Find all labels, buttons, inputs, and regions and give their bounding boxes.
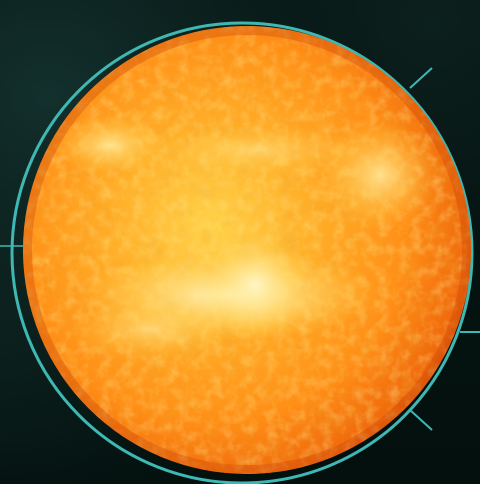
orbit-ring — [10, 21, 474, 484]
bright-band-upper — [150, 125, 370, 175]
ring-tick-bottom-right — [409, 409, 433, 431]
bright-core — [200, 230, 310, 340]
sun-sphere — [23, 26, 471, 474]
bright-spot-upper-left — [55, 115, 165, 175]
ring-tick-top-right — [409, 67, 433, 89]
bright-patch-lower-left — [70, 300, 230, 360]
